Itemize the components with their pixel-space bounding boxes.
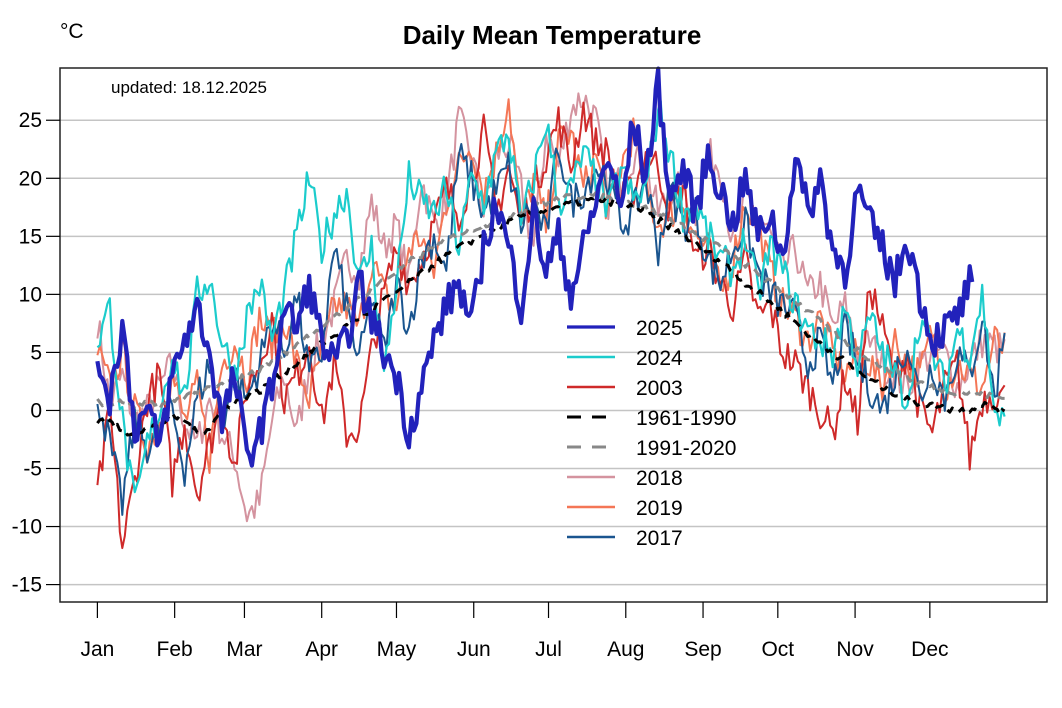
series-lines [95,66,1006,550]
x-axis: Jan Feb Mar Apr May Jun Jul Aug Sep Oct Nov Dec [80,602,949,661]
y-tick-label: 0 [30,399,42,422]
legend-label-2003: 2003 [636,377,683,400]
x-tick-label-apr: Apr [305,638,338,661]
x-tick-label-sep: Sep [684,638,721,661]
y-tick-label: -5 [23,458,42,481]
x-tick-label-oct: Oct [761,638,794,661]
x-tick-label-feb: Feb [157,638,193,661]
x-tick-label-nov: Nov [836,638,874,661]
x-tick-label-jan: Jan [80,638,114,661]
legend: 2025 2024 2003 1961-1990 1991-2020 2018 2019 20… [567,317,736,550]
series-line-1991-2020 [96,191,1005,411]
x-tick-label-mar: Mar [226,638,262,661]
x-tick-label-jul: Jul [535,638,562,661]
series-line-1961-1990 [96,195,1006,439]
legend-label-1991-2020: 1991-2020 [636,437,736,460]
y-tick-label: -10 [12,516,42,539]
y-axis: -15 -10 -5 0 5 10 15 20 25 [12,109,60,597]
series-line-2024 [96,99,1006,494]
y-tick-label: 5 [30,341,42,364]
y-tick-label: 15 [19,225,42,248]
legend-label-2018: 2018 [636,467,683,490]
x-tick-label-may: May [377,638,417,661]
y-tick-label: 10 [19,283,42,306]
y-tick-label: -15 [12,574,42,597]
y-tick-label: 25 [19,109,42,132]
legend-label-2019: 2019 [636,497,683,520]
y-tick-label: 20 [19,167,42,190]
series-line-2003 [96,101,1006,550]
chart-title: Daily Mean Temperature [403,20,702,50]
x-tick-label-jun: Jun [457,638,491,661]
plot-frame [59,67,1048,603]
series-line-2017 [96,143,1006,516]
legend-label-2017: 2017 [636,527,683,550]
x-tick-label-dec: Dec [911,638,948,661]
x-tick-label-aug: Aug [607,638,644,661]
series-line-2025 [95,66,975,468]
updated-annotation: updated: 18.12.2025 [111,78,267,97]
legend-label-2025: 2025 [636,317,683,340]
y-axis-unit-label: °C [60,20,84,43]
legend-label-1961-1990: 1961-1990 [636,407,736,430]
legend-label-2024: 2024 [636,347,683,370]
